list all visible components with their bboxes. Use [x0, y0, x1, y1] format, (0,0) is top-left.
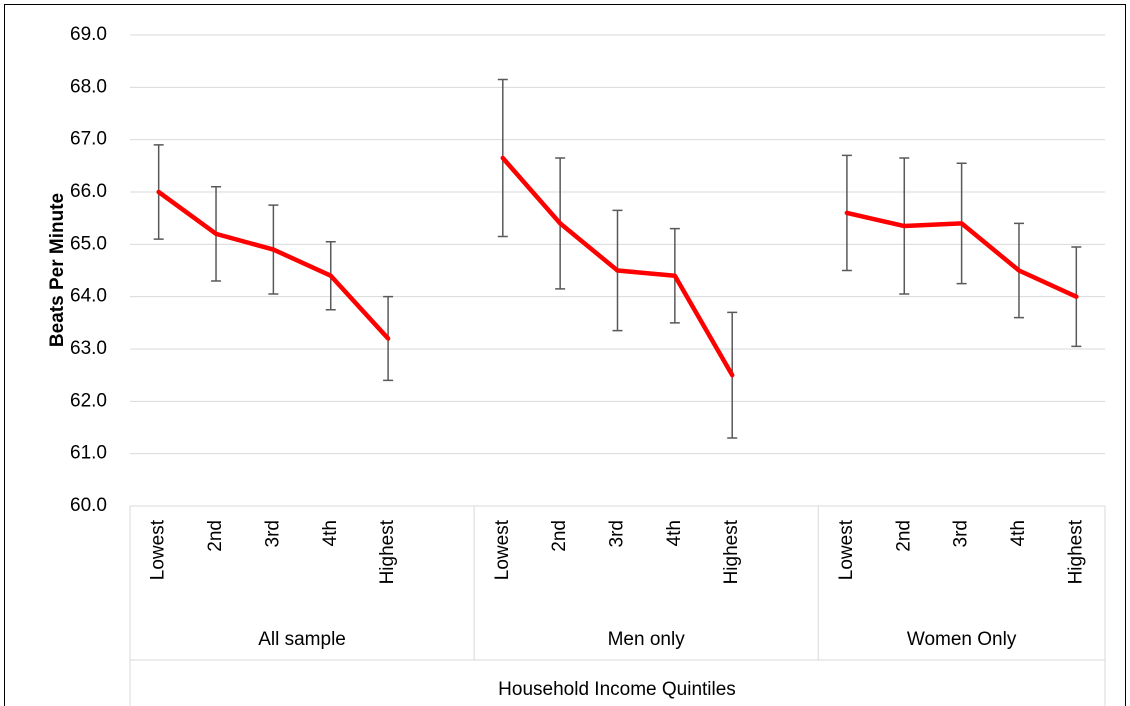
x-tick-label: Lowest — [836, 519, 857, 580]
chart-border — [4, 4, 1126, 706]
x-axis-title: Household Income Quintiles — [498, 679, 736, 700]
x-tick-label: Highest — [377, 519, 398, 584]
y-tick-label: 65.0 — [70, 233, 107, 254]
y-axis-title: Beats Per Minute — [47, 193, 68, 347]
x-tick-label: 2nd — [893, 520, 914, 552]
x-tick-label: Highest — [721, 519, 742, 584]
x-tick-label: 2nd — [549, 520, 570, 552]
x-tick-label: Lowest — [148, 519, 169, 580]
y-tick-label: 66.0 — [70, 181, 107, 202]
data-line — [156, 155, 1079, 378]
x-tick-label: 4th — [1008, 520, 1029, 546]
x-tick-label: 3rd — [262, 520, 283, 547]
x-tick-label: 3rd — [607, 520, 628, 547]
y-tick-label: 68.0 — [70, 76, 107, 97]
x-tick-label: 4th — [664, 520, 685, 546]
y-tick-label: 61.0 — [70, 443, 107, 464]
group-label: All sample — [258, 629, 346, 650]
x-tick-label: 4th — [320, 520, 341, 546]
y-tick-label: 63.0 — [70, 338, 107, 359]
group-label: Men only — [608, 629, 686, 650]
x-tick-label: 3rd — [951, 520, 972, 547]
y-tick-label: 67.0 — [70, 129, 107, 150]
y-tick-label: 69.0 — [70, 24, 107, 45]
y-tick-label: 60.0 — [70, 495, 107, 516]
x-tick-label: Highest — [1065, 519, 1086, 584]
group-label: Women Only — [907, 629, 1017, 650]
x-tick-label: 2nd — [205, 520, 226, 552]
x-tick-label: Lowest — [492, 519, 513, 580]
y-tick-label: 64.0 — [70, 286, 107, 307]
y-tick-label: 62.0 — [70, 390, 107, 411]
